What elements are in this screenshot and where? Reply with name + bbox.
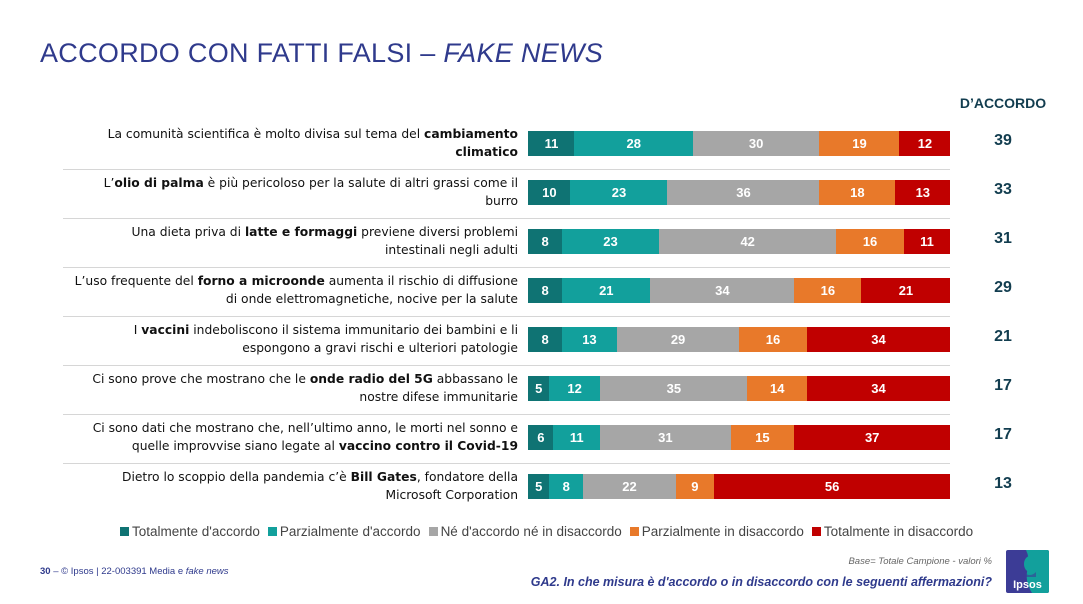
- row-divider: [63, 267, 950, 268]
- legend-item: Parzialmente in disaccordo: [629, 524, 804, 539]
- legend-item: Parzialmente d'accordo: [267, 524, 421, 539]
- legend-item: Totalmente in disaccordo: [811, 524, 974, 539]
- bar-segment: 8: [528, 229, 563, 254]
- bar-segment: 5: [528, 474, 550, 499]
- bar-segment: 34: [806, 376, 951, 401]
- bar-segment: 21: [861, 278, 951, 303]
- bar-segment: 36: [667, 180, 820, 205]
- survey-question: GA2. In che misura è d'accordo o in disa…: [530, 575, 992, 589]
- agree-total: 17: [994, 426, 1012, 443]
- row-divider: [63, 169, 950, 170]
- bar-segment: 29: [616, 327, 740, 352]
- bar-segment: 15: [730, 425, 795, 450]
- copyright: © Ipsos | 22-003391 Media e: [61, 566, 186, 577]
- bar-segment: 6: [528, 425, 554, 450]
- bar-segment: 16: [793, 278, 862, 303]
- bar-segment: 30: [692, 131, 820, 156]
- statement-label: L’uso frequente del forno a microonde au…: [74, 274, 518, 306]
- statement-label: Ci sono prove che mostrano che le onde r…: [92, 372, 518, 404]
- bar-segment: 11: [903, 229, 951, 254]
- bar-segment: 14: [747, 376, 808, 401]
- row-divider: [63, 365, 950, 366]
- row-divider: [63, 316, 950, 317]
- page-title: ACCORDO CON FATTI FALSI – FAKE NEWS: [40, 38, 603, 69]
- bar-segment: 9: [675, 474, 715, 499]
- bar-segment: 8: [528, 327, 563, 352]
- bar-segment: 37: [793, 425, 951, 450]
- logo-text: Ipsos: [1013, 579, 1042, 591]
- legend-label: Parzialmente in disaccordo: [641, 524, 804, 539]
- footer: 30 – © Ipsos | 22-003391 Media e fake ne…: [40, 566, 229, 577]
- legend-item: Totalmente d'accordo: [120, 524, 260, 539]
- agree-column-header: D’ACCORDO: [959, 95, 1047, 111]
- title-main: ACCORDO CON FATTI FALSI –: [40, 38, 444, 68]
- bar-segment: 10: [528, 180, 571, 205]
- bar-segment: 11: [528, 131, 575, 156]
- bar-segment: 8: [549, 474, 584, 499]
- statement-label: Una dieta priva di latte e formaggi prev…: [131, 225, 519, 257]
- legend-item: Né d'accordo né in disaccordo: [428, 524, 622, 539]
- bar-segment: 13: [895, 180, 951, 205]
- legend-label: Totalmente in disaccordo: [823, 524, 974, 539]
- bar-segment: 5: [528, 376, 550, 401]
- bar-segment: 12: [899, 131, 951, 156]
- bar-segment: 16: [836, 229, 905, 254]
- bar-segment: 13: [561, 327, 618, 352]
- bar-segment: 23: [570, 180, 668, 205]
- legend-label: Totalmente d'accordo: [132, 524, 260, 539]
- ipsos-logo: Ipsos: [1006, 550, 1049, 593]
- statement-label: I vaccini indeboliscono il sistema immun…: [133, 323, 518, 355]
- agree-total: 21: [994, 328, 1012, 345]
- footer-dash: –: [50, 566, 62, 577]
- page-number: 30: [40, 566, 51, 577]
- bar-segment: 21: [561, 278, 651, 303]
- bar-segment: 16: [739, 327, 808, 352]
- row-divider: [63, 218, 950, 219]
- copyright-italic: fake news: [185, 566, 229, 577]
- bar-segment: 56: [713, 474, 951, 499]
- bar-segment: 19: [819, 131, 900, 156]
- bar-segment: 11: [553, 425, 601, 450]
- bar-segment: 34: [806, 327, 951, 352]
- row-divider: [63, 463, 950, 464]
- agree-total: 29: [994, 279, 1012, 296]
- bar-segment: 18: [819, 180, 896, 205]
- agree-total: 13: [994, 475, 1012, 492]
- agree-total: 31: [994, 230, 1012, 247]
- bar-segment: 8: [528, 278, 563, 303]
- legend-swatch: [811, 527, 821, 536]
- legend-swatch: [428, 527, 438, 536]
- legend-label: Parzialmente d'accordo: [279, 524, 421, 539]
- bar-segment: 22: [582, 474, 677, 499]
- bar-segment: 34: [650, 278, 795, 303]
- legend-label: Né d'accordo né in disaccordo: [440, 524, 622, 539]
- agree-total: 39: [994, 132, 1012, 149]
- bar-segment: 35: [599, 376, 748, 401]
- agree-total: 17: [994, 377, 1012, 394]
- chart-legend: Totalmente d'accordo Parzialmente d'accor…: [120, 524, 973, 539]
- bar-segment: 23: [561, 229, 660, 254]
- legend-swatch: [120, 527, 129, 536]
- title-italic: FAKE NEWS: [443, 38, 604, 68]
- statement-label: L’olio di palma è più pericoloso per la …: [103, 176, 518, 208]
- statement-label: Dietro lo scoppio della pandemia c’è Bil…: [121, 470, 518, 502]
- legend-swatch: [267, 527, 277, 536]
- statement-label: La comunità scientifica è molto divisa s…: [107, 127, 518, 159]
- bar-segment: 31: [599, 425, 732, 450]
- bar-segment: 28: [574, 131, 694, 156]
- bar-segment: 12: [549, 376, 601, 401]
- row-divider: [63, 414, 950, 415]
- agree-total: 33: [994, 181, 1012, 198]
- bar-segment: 42: [658, 229, 837, 254]
- base-note: Base= Totale Campione - valori %: [848, 556, 992, 567]
- statement-label: Ci sono dati che mostrano che, nell’ulti…: [92, 421, 518, 453]
- legend-swatch: [629, 527, 639, 536]
